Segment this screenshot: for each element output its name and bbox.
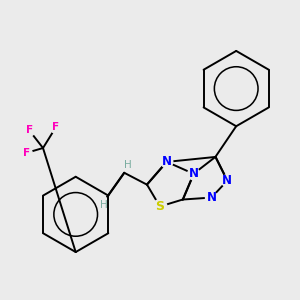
Text: N: N	[162, 155, 172, 168]
Circle shape	[221, 175, 233, 187]
Text: H: H	[100, 200, 107, 211]
Text: N: N	[222, 174, 232, 187]
Circle shape	[23, 124, 35, 136]
Text: F: F	[22, 148, 30, 158]
Circle shape	[20, 147, 32, 159]
Circle shape	[206, 192, 218, 203]
Text: F: F	[52, 122, 59, 132]
Circle shape	[50, 121, 62, 133]
Text: H: H	[124, 160, 132, 170]
Circle shape	[153, 200, 167, 213]
Circle shape	[188, 168, 200, 180]
Text: F: F	[26, 125, 33, 135]
Text: N: N	[189, 167, 199, 180]
Circle shape	[161, 156, 173, 168]
Text: N: N	[206, 191, 216, 204]
Text: S: S	[155, 200, 164, 213]
